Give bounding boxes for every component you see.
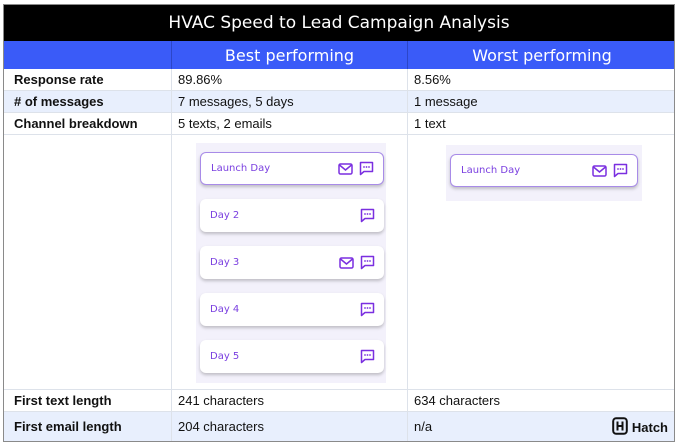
- envelope-icon: [339, 256, 354, 269]
- chat-bubble-icon: [360, 349, 375, 364]
- column-header-best: Best performing: [171, 41, 407, 69]
- row-label: First text length: [14, 393, 112, 408]
- campaign-card-day-3[interactable]: Day 3: [200, 246, 384, 279]
- card-label: Day 5: [210, 351, 240, 362]
- campaign-card-day-5[interactable]: Day 5: [200, 340, 384, 373]
- chat-bubble-icon: [359, 161, 374, 176]
- row-label: First email length: [14, 419, 122, 434]
- row-label: Channel breakdown: [14, 116, 138, 131]
- table-row-messages: # of messages 7 messages, 5 days 1 messa…: [4, 91, 674, 113]
- envelope-icon: [338, 162, 353, 175]
- row-label: [4, 135, 171, 389]
- chat-bubble-icon: [360, 208, 375, 223]
- table-title: HVAC Speed to Lead Campaign Analysis: [4, 5, 674, 41]
- row-label: Response rate: [14, 72, 104, 87]
- best-value: 89.86%: [171, 69, 407, 90]
- worst-value-text: n/a: [414, 419, 433, 434]
- card-label: Day 2: [210, 210, 240, 221]
- chat-bubble-icon: [613, 163, 628, 178]
- card-label: Launch Day: [211, 163, 271, 174]
- column-header-worst: Worst performing: [407, 41, 676, 69]
- campaign-card-day-4[interactable]: Day 4: [200, 293, 384, 326]
- campaign-card-launch-day[interactable]: Launch Day: [450, 154, 638, 187]
- worst-campaign-cell: Launch Day: [407, 135, 676, 389]
- campaign-card-day-2[interactable]: Day 2: [200, 199, 384, 232]
- table-row-response-rate: Response rate 89.86% 8.56%: [4, 69, 674, 91]
- table-row-first-email-length: First email length 204 characters n/a Ha…: [4, 412, 674, 441]
- table-row-first-text-length: First text length 241 characters 634 cha…: [4, 390, 674, 412]
- campaign-card-launch-day[interactable]: Launch Day: [200, 152, 384, 185]
- best-value: 5 texts, 2 emails: [171, 113, 407, 134]
- card-label: Day 3: [210, 257, 240, 268]
- column-header-row: Best performing Worst performing: [4, 41, 674, 69]
- hatch-logo-icon: [612, 417, 628, 438]
- best-campaign-cell: Launch Day Day 2 Day 3: [171, 135, 407, 389]
- best-campaign-panel: Launch Day Day 2 Day 3: [196, 143, 386, 383]
- row-label: # of messages: [14, 94, 104, 109]
- hatch-logo-text: Hatch: [631, 420, 668, 435]
- table-row-campaign-sequence: Launch Day Day 2 Day 3: [4, 135, 674, 390]
- envelope-icon: [592, 164, 607, 177]
- worst-campaign-panel: Launch Day: [446, 145, 642, 201]
- worst-value: 634 characters: [407, 390, 676, 411]
- analysis-table: HVAC Speed to Lead Campaign Analysis Bes…: [3, 4, 675, 442]
- chat-bubble-icon: [360, 255, 375, 270]
- best-value: 7 messages, 5 days: [171, 91, 407, 112]
- table-row-channel-breakdown: Channel breakdown 5 texts, 2 emails 1 te…: [4, 113, 674, 135]
- column-header-label: [4, 41, 171, 69]
- worst-value: 1 message: [407, 91, 676, 112]
- worst-value: n/a Hatch: [407, 412, 676, 441]
- card-label: Day 4: [210, 304, 240, 315]
- hatch-logo: Hatch: [612, 417, 668, 438]
- chat-bubble-icon: [360, 302, 375, 317]
- card-label: Launch Day: [461, 165, 521, 176]
- best-value: 204 characters: [171, 412, 407, 441]
- worst-value: 8.56%: [407, 69, 676, 90]
- worst-value: 1 text: [407, 113, 676, 134]
- best-value: 241 characters: [171, 390, 407, 411]
